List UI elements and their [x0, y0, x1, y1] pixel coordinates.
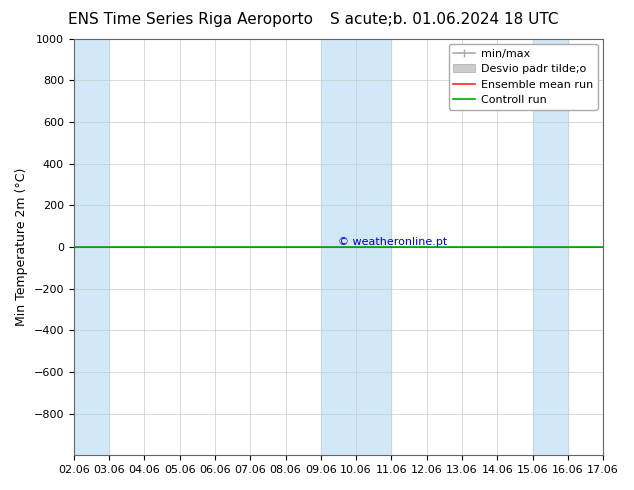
Bar	[321, 39, 391, 455]
Y-axis label: Min Temperature 2m (°C): Min Temperature 2m (°C)	[15, 168, 28, 326]
Text: ENS Time Series Riga Aeroporto: ENS Time Series Riga Aeroporto	[68, 12, 313, 27]
Bar	[74, 39, 109, 455]
Text: © weatheronline.pt: © weatheronline.pt	[339, 237, 448, 247]
Bar	[533, 39, 568, 455]
Legend: min/max, Desvio padr tilde;o, Ensemble mean run, Controll run: min/max, Desvio padr tilde;o, Ensemble m…	[449, 44, 598, 110]
Text: S acute;b. 01.06.2024 18 UTC: S acute;b. 01.06.2024 18 UTC	[330, 12, 558, 27]
